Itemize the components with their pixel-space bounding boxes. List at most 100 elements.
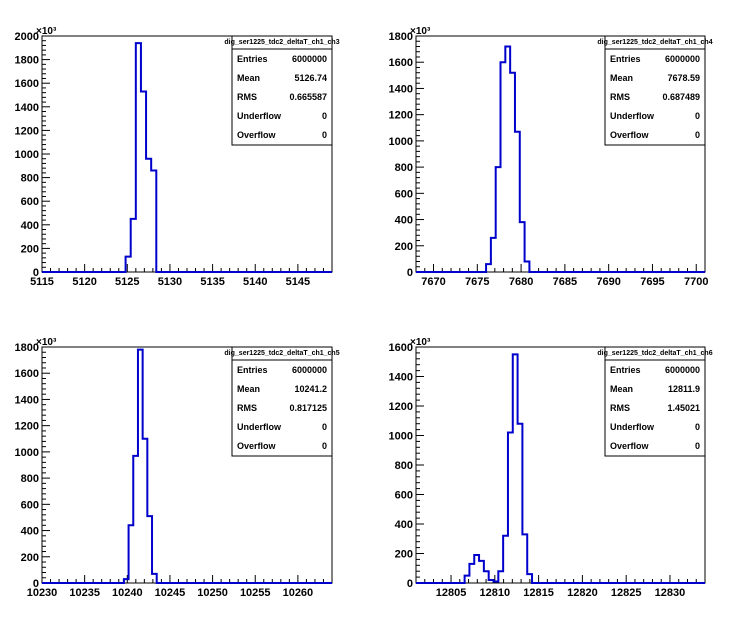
stats-label: Underflow bbox=[610, 111, 655, 121]
x-tick-label: 10240 bbox=[112, 587, 143, 599]
stats-value: 0.817125 bbox=[289, 403, 327, 413]
stats-value: 0 bbox=[322, 422, 327, 432]
x-tick-label: 10250 bbox=[197, 587, 228, 599]
stats-value: 0 bbox=[695, 422, 700, 432]
stats-label: Entries bbox=[237, 54, 268, 64]
y-tick-label: 200 bbox=[395, 241, 413, 253]
stats-label: Entries bbox=[237, 365, 268, 375]
y-tick-label: 1800 bbox=[15, 342, 39, 354]
x-tick-label: 7675 bbox=[465, 276, 489, 288]
stats-value: 6000000 bbox=[665, 54, 700, 64]
y-tick-label: 2000 bbox=[15, 31, 39, 43]
y-tick-label: 1000 bbox=[15, 149, 39, 161]
y-tick-label: 0 bbox=[33, 267, 39, 279]
stats-title: dig_ser1225_tdc2_deltaT_ch1_ch6 bbox=[597, 350, 712, 357]
y-tick-label: 800 bbox=[395, 460, 413, 472]
stats-value: 0 bbox=[322, 130, 327, 140]
stats-value: 0.665587 bbox=[289, 92, 327, 102]
stats-value: 0 bbox=[322, 111, 327, 121]
y-exponent-label: ×10³ bbox=[36, 26, 57, 37]
x-tick-label: 5140 bbox=[243, 276, 267, 288]
stats-box-frame bbox=[604, 346, 706, 457]
x-tick-label: 5120 bbox=[72, 276, 96, 288]
histogram-series bbox=[42, 42, 332, 273]
y-tick-label: 1400 bbox=[15, 102, 39, 114]
x-tick-label: 12820 bbox=[567, 587, 598, 599]
stats-label: RMS bbox=[610, 403, 630, 413]
y-tick-label: 800 bbox=[395, 162, 413, 174]
stats-label: Overflow bbox=[610, 130, 650, 140]
y-tick-label: 1400 bbox=[389, 83, 413, 95]
stats-value: 0 bbox=[695, 130, 700, 140]
stats-label: RMS bbox=[237, 92, 257, 102]
stats-box: dig_ser1225_tdc2_deltaT_ch1_ch6 Entries 60… bbox=[597, 346, 713, 457]
stats-box-frame bbox=[604, 35, 706, 146]
x-tick-label: 7670 bbox=[421, 276, 445, 288]
y-tick-label: 1600 bbox=[389, 342, 413, 354]
stats-label: Entries bbox=[610, 54, 641, 64]
y-tick-label: 1200 bbox=[389, 110, 413, 122]
y-tick-label: 1800 bbox=[15, 55, 39, 67]
y-tick-label: 200 bbox=[21, 552, 39, 564]
x-tick-label: 5145 bbox=[286, 276, 310, 288]
y-tick-label: 400 bbox=[21, 220, 39, 232]
y-tick-label: 400 bbox=[21, 526, 39, 538]
y-tick-label: 600 bbox=[21, 499, 39, 511]
stats-label: Overflow bbox=[610, 441, 650, 451]
x-tick-label: 5115 bbox=[30, 276, 54, 288]
stats-label: Underflow bbox=[237, 422, 282, 432]
y-tick-label: 0 bbox=[33, 578, 39, 590]
x-tick-label: 10255 bbox=[240, 587, 271, 599]
y-tick-label: 1800 bbox=[389, 31, 413, 43]
y-tick-label: 0 bbox=[407, 267, 413, 279]
x-tick-label: 7700 bbox=[684, 276, 708, 288]
x-tick-label: 10260 bbox=[283, 587, 314, 599]
y-tick-label: 200 bbox=[21, 243, 39, 255]
y-tick-label: 1000 bbox=[15, 447, 39, 459]
x-tick-label: 7690 bbox=[596, 276, 620, 288]
stats-box-frame bbox=[231, 35, 333, 146]
y-exponent-label: ×10³ bbox=[410, 337, 431, 348]
x-tick-label: 12805 bbox=[436, 587, 467, 599]
stats-title: dig_ser1225_tdc2_deltaT_ch1_ch5 bbox=[224, 350, 339, 357]
stats-value: 7678.59 bbox=[667, 73, 700, 83]
y-tick-label: 0 bbox=[407, 578, 413, 590]
y-tick-label: 1200 bbox=[389, 401, 413, 413]
stats-label: Mean bbox=[610, 73, 633, 83]
x-tick-label: 7695 bbox=[640, 276, 664, 288]
x-tick-label: 12825 bbox=[611, 587, 642, 599]
stats-value: 6000000 bbox=[292, 365, 327, 375]
y-tick-label: 800 bbox=[21, 473, 39, 485]
stats-box: dig_ser1225_tdc2_deltaT_ch1_ch5 Entries 60… bbox=[224, 346, 340, 457]
y-tick-label: 1600 bbox=[389, 57, 413, 69]
stats-title: dig_ser1225_tdc2_deltaT_ch1_ch4 bbox=[597, 39, 712, 46]
x-tick-label: 12815 bbox=[523, 587, 554, 599]
stats-value: 6000000 bbox=[292, 54, 327, 64]
x-tick-label: 5125 bbox=[115, 276, 139, 288]
stats-value: 1.45021 bbox=[667, 403, 700, 413]
stats-label: Entries bbox=[610, 365, 641, 375]
y-tick-label: 200 bbox=[395, 549, 413, 561]
histogram-panel-2: 0 200 400 600 800 1000 1200 1400 1600 1800 7670 767… bbox=[389, 26, 713, 288]
stats-value: 5126.74 bbox=[294, 73, 327, 83]
stats-title: dig_ser1225_tdc2_deltaT_ch1_ch3 bbox=[224, 39, 339, 46]
x-tick-label: 7680 bbox=[509, 276, 533, 288]
stats-value: 12811.9 bbox=[668, 384, 700, 394]
histogram-bin bbox=[505, 46, 510, 272]
stats-value: 10241.2 bbox=[294, 384, 327, 394]
y-exponent-label: ×10³ bbox=[36, 337, 57, 348]
y-tick-label: 1400 bbox=[15, 394, 39, 406]
stats-value: 0.687489 bbox=[662, 92, 700, 102]
y-exponent-label: ×10³ bbox=[410, 26, 431, 37]
stats-label: Overflow bbox=[237, 130, 277, 140]
histogram-series bbox=[416, 45, 705, 273]
stats-label: Overflow bbox=[237, 441, 277, 451]
histogram-panel-3: 0 200 400 600 800 1000 1200 1400 1600 1800 10230 10… bbox=[15, 337, 340, 599]
x-tick-label: 5130 bbox=[158, 276, 182, 288]
histogram-bin bbox=[146, 159, 151, 272]
stats-value: 0 bbox=[695, 441, 700, 451]
x-tick-label: 10245 bbox=[155, 587, 186, 599]
x-tick-label: 7685 bbox=[553, 276, 577, 288]
y-tick-label: 1600 bbox=[15, 368, 39, 380]
